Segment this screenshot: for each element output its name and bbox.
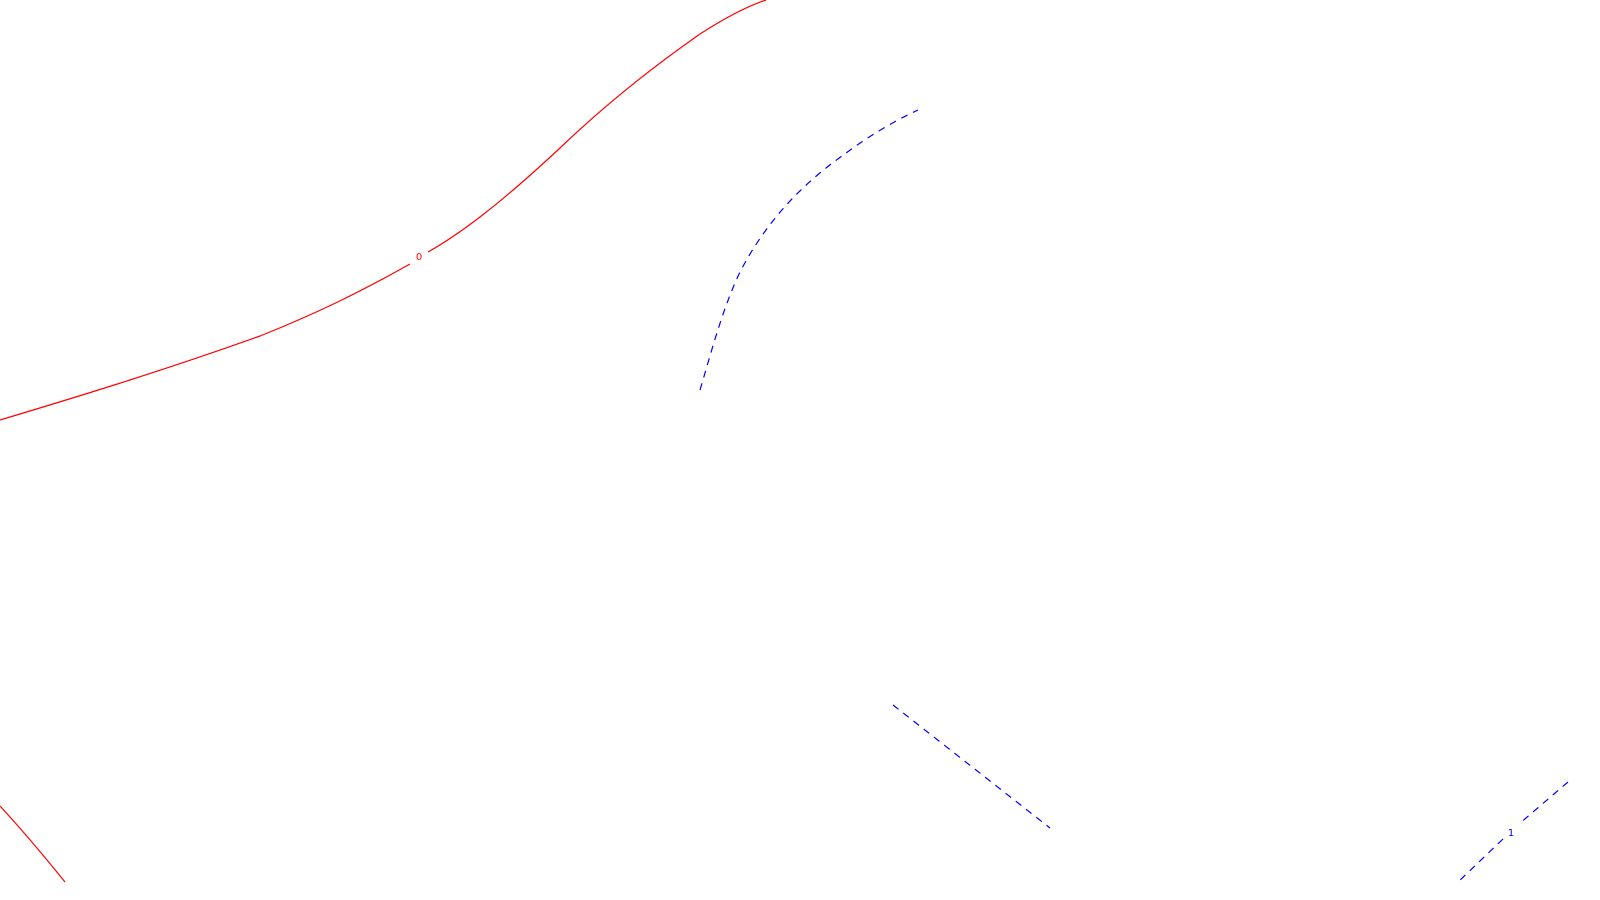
contour-0-line-upper bbox=[0, 263, 411, 421]
contour-0-line-upper-continued bbox=[427, 0, 767, 253]
contour-0-label: 0 bbox=[416, 252, 422, 263]
contour-1-line-diagonal bbox=[892, 704, 1051, 829]
contour-1-label: 1 bbox=[1508, 828, 1514, 839]
contour-0-group: 0 bbox=[0, 0, 767, 883]
contour-0-line-lower bbox=[0, 805, 66, 883]
contour-1-line-right bbox=[1518, 781, 1569, 825]
contour-1-line-right-continued bbox=[1457, 838, 1504, 883]
contour-1-group: 1 bbox=[699, 109, 1569, 883]
contour-1-line-arc bbox=[699, 109, 919, 391]
